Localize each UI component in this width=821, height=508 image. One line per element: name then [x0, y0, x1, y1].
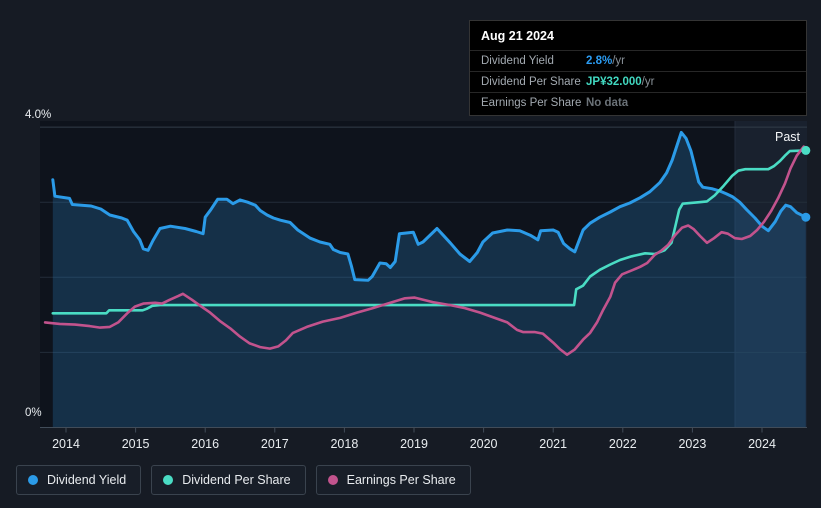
past-label: Past — [775, 130, 801, 144]
line-dividend-yield — [51, 130, 808, 282]
earnings-per-share-dot-icon — [327, 475, 338, 485]
x-tick-label: 2020 — [470, 437, 498, 451]
legend-label: Earnings Per Share — [346, 473, 456, 487]
x-tick-label: 2018 — [330, 437, 358, 451]
x-tick-label: 2014 — [52, 437, 80, 451]
dividend-per-share-dot-icon — [163, 475, 174, 485]
tooltip-label: Dividend Yield — [481, 55, 554, 67]
x-tick-label: 2021 — [539, 437, 567, 451]
chart-legend: Dividend Yield Dividend Per Share Earnin… — [16, 465, 471, 495]
x-tick-label: 2024 — [748, 437, 776, 451]
tooltip-label: Dividend Per Share — [481, 76, 581, 88]
tooltip-unit: /yr — [641, 76, 655, 88]
end-marker-dividend-per-share — [801, 145, 811, 155]
tooltip-label: Earnings Per Share — [481, 97, 582, 109]
dividend-yield-dot-icon — [28, 475, 38, 485]
x-tick-label: 2023 — [678, 437, 706, 451]
end-marker-dividend-yield — [801, 212, 811, 222]
y-label-top: 4.0% — [25, 109, 51, 121]
chart-tooltip: Aug 21 2024 Dividend Yield 2.8% /yr Divi… — [469, 20, 807, 116]
legend-item-dividend-per-share[interactable]: Dividend Per Share — [151, 465, 306, 495]
legend-item-dividend-yield[interactable]: Dividend Yield — [16, 465, 142, 495]
legend-label: Dividend Per Share — [182, 473, 291, 487]
area-fill-dividend-yield — [52, 132, 806, 428]
x-tick-label: 2019 — [400, 437, 428, 451]
plot-area — [40, 121, 807, 428]
tooltip-value: No data — [586, 97, 629, 109]
x-tick-label: 2016 — [191, 437, 219, 451]
tooltip-value: JP¥32.000 — [586, 76, 642, 88]
tooltip-date: Aug 21 2024 — [481, 29, 554, 43]
line-dividend-per-share — [51, 149, 808, 315]
tooltip-row-earnings-per-share: Earnings Per Share No data — [470, 92, 806, 113]
x-tick-label: 2017 — [261, 437, 289, 451]
x-tick-label: 2015 — [122, 437, 150, 451]
tooltip-unit: /yr — [612, 55, 625, 67]
x-tick-label: 2022 — [609, 437, 637, 451]
legend-label: Dividend Yield — [47, 473, 127, 487]
y-label-bottom: 0% — [25, 407, 42, 419]
line-earnings-per-share — [43, 145, 806, 356]
tooltip-value: 2.8% — [586, 55, 613, 67]
tooltip-row-dividend-yield: Dividend Yield 2.8% /yr — [470, 50, 806, 71]
tooltip-row-dividend-per-share: Dividend Per Share JP¥32.000 /yr — [470, 71, 806, 92]
legend-item-earnings-per-share[interactable]: Earnings Per Share — [315, 465, 471, 495]
past-region — [734, 121, 807, 428]
